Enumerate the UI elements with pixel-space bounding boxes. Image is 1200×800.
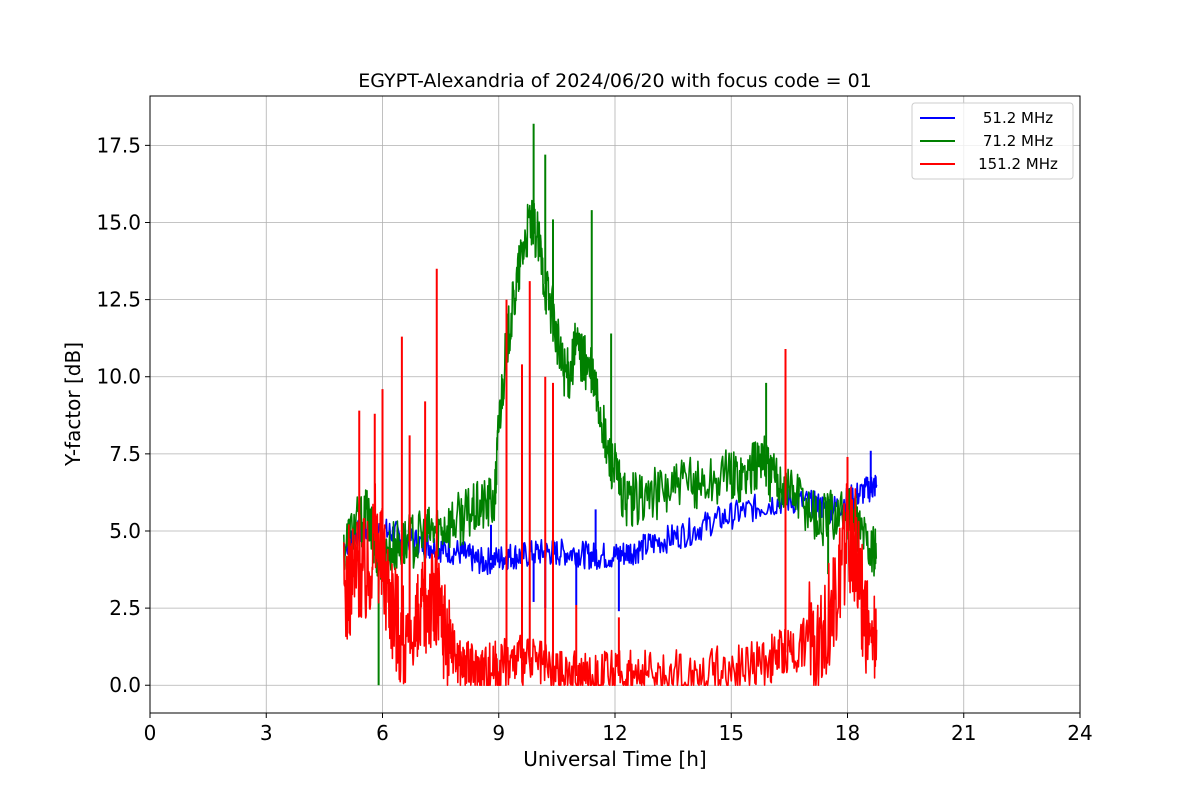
legend: 51.2 MHz 71.2 MHz 151.2 MHz xyxy=(911,102,1074,180)
legend-label: 51.2 MHz xyxy=(983,109,1053,127)
x-tick-label: 12 xyxy=(602,721,627,745)
chart-title: EGYPT-Alexandria of 2024/06/20 with focu… xyxy=(358,70,872,92)
series-line-3 xyxy=(343,483,878,686)
y-tick-label: 12.5 xyxy=(96,288,141,312)
x-tick-label: 9 xyxy=(492,721,505,745)
plot-series xyxy=(343,123,878,686)
y-axis: 0.0 2.5 5.0 7.5 10.0 12.5 15.0 17.5 xyxy=(96,133,150,697)
x-axis-label: Universal Time [h] xyxy=(523,747,706,771)
y-tick-label: 17.5 xyxy=(96,133,141,157)
y-tick-label: 2.5 xyxy=(109,596,141,620)
x-tick-label: 21 xyxy=(951,721,976,745)
y-tick-label: 10.0 xyxy=(96,365,141,389)
y-tick-label: 0.0 xyxy=(109,673,141,697)
x-tick-label: 0 xyxy=(144,721,157,745)
series-line-2 xyxy=(343,199,878,580)
x-axis: 0 3 6 9 12 15 18 21 24 xyxy=(144,713,1093,745)
x-tick-label: 18 xyxy=(835,721,860,745)
y-tick-label: 5.0 xyxy=(109,519,141,543)
y-axis-label: Y-factor [dB] xyxy=(61,342,85,467)
legend-box xyxy=(911,102,1074,180)
x-tick-label: 6 xyxy=(376,721,389,745)
legend-label: 71.2 MHz xyxy=(983,132,1053,150)
y-tick-label: 15.0 xyxy=(96,210,141,234)
legend-label: 151.2 MHz xyxy=(978,155,1058,173)
x-tick-label: 24 xyxy=(1067,721,1092,745)
y-tick-label: 7.5 xyxy=(109,442,141,466)
x-tick-label: 15 xyxy=(719,721,744,745)
x-tick-label: 3 xyxy=(260,721,273,745)
